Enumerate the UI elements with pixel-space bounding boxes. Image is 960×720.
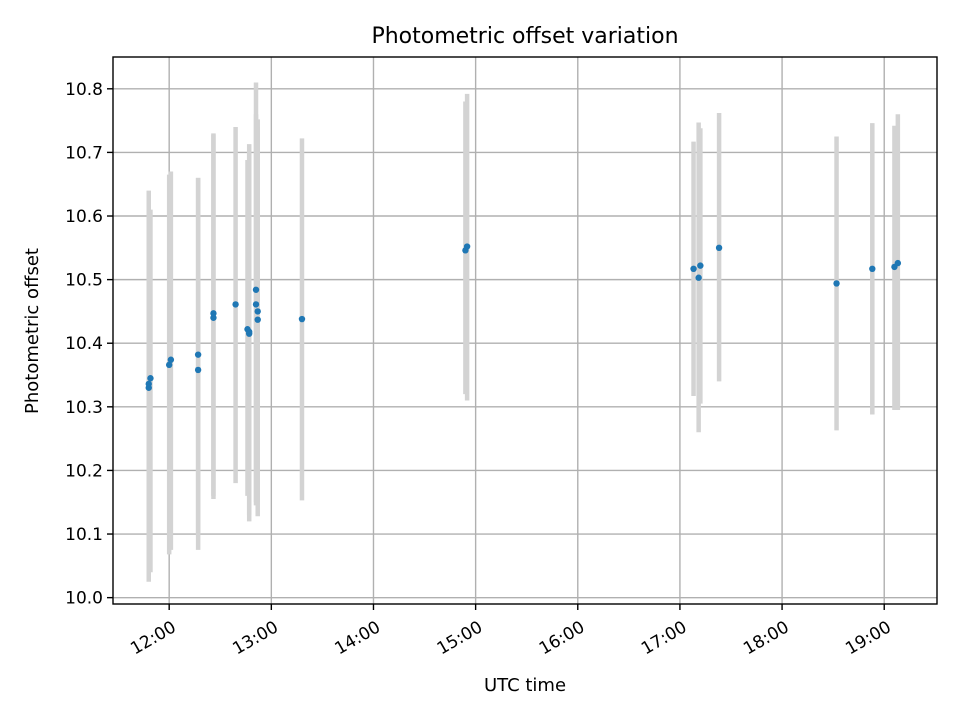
chart-title: Photometric offset variation [371, 24, 678, 49]
y-tick-label: 10.8 [65, 80, 103, 100]
data-point [715, 244, 723, 252]
data-point [869, 265, 876, 273]
data-point [252, 286, 260, 293]
data-point [210, 310, 217, 317]
x-tick-label: 15:00 [434, 617, 486, 659]
data-point [232, 301, 239, 308]
x-tick-label: 12:00 [127, 617, 179, 659]
y-tick-label: 10.2 [65, 461, 103, 481]
y-tick-label: 10.0 [65, 589, 103, 609]
x-axis-ticks: 12:00 13:00 14:00 15:00 16:00 17:00 18:00 19:00 [127, 604, 895, 659]
x-tick-label: 18:00 [740, 617, 792, 659]
y-tick-label: 10.4 [65, 334, 103, 354]
data-point [690, 265, 697, 273]
x-tick-label: 16:00 [536, 617, 588, 659]
data-points [145, 243, 902, 391]
y-tick-label: 10.5 [65, 271, 103, 291]
x-tick-label: 19:00 [842, 617, 894, 659]
y-tick-label: 10.6 [65, 207, 103, 227]
data-point [165, 361, 173, 369]
x-tick-label: 13:00 [229, 617, 281, 659]
data-point [254, 316, 261, 323]
data-point [210, 314, 217, 321]
data-point [194, 351, 202, 358]
x-axis-label: UTC time [484, 675, 566, 696]
data-point [894, 259, 902, 267]
y-tick-label: 10.3 [65, 398, 103, 418]
data-point [252, 301, 260, 308]
data-point [167, 356, 175, 363]
data-point [145, 380, 152, 388]
data-point [697, 262, 704, 269]
y-axis-ticks: 10.0 10.1 10.2 10.3 10.4 10.5 10.6 10.7 10.8 [65, 80, 113, 609]
data-point [245, 328, 253, 335]
error-bars [146, 82, 901, 582]
data-point [463, 243, 471, 250]
x-tick-label: 14:00 [332, 617, 384, 659]
plot-frame [112, 56, 938, 605]
y-tick-label: 10.1 [65, 525, 103, 545]
data-point [695, 274, 702, 281]
data-point [254, 308, 261, 315]
data-point [147, 375, 154, 382]
y-axis-label: Photometric offset [22, 248, 43, 414]
data-point [194, 366, 202, 374]
data-point [298, 315, 306, 323]
x-tick-label: 17:00 [638, 617, 690, 659]
data-point [833, 280, 840, 287]
y-tick-label: 10.7 [65, 143, 103, 163]
